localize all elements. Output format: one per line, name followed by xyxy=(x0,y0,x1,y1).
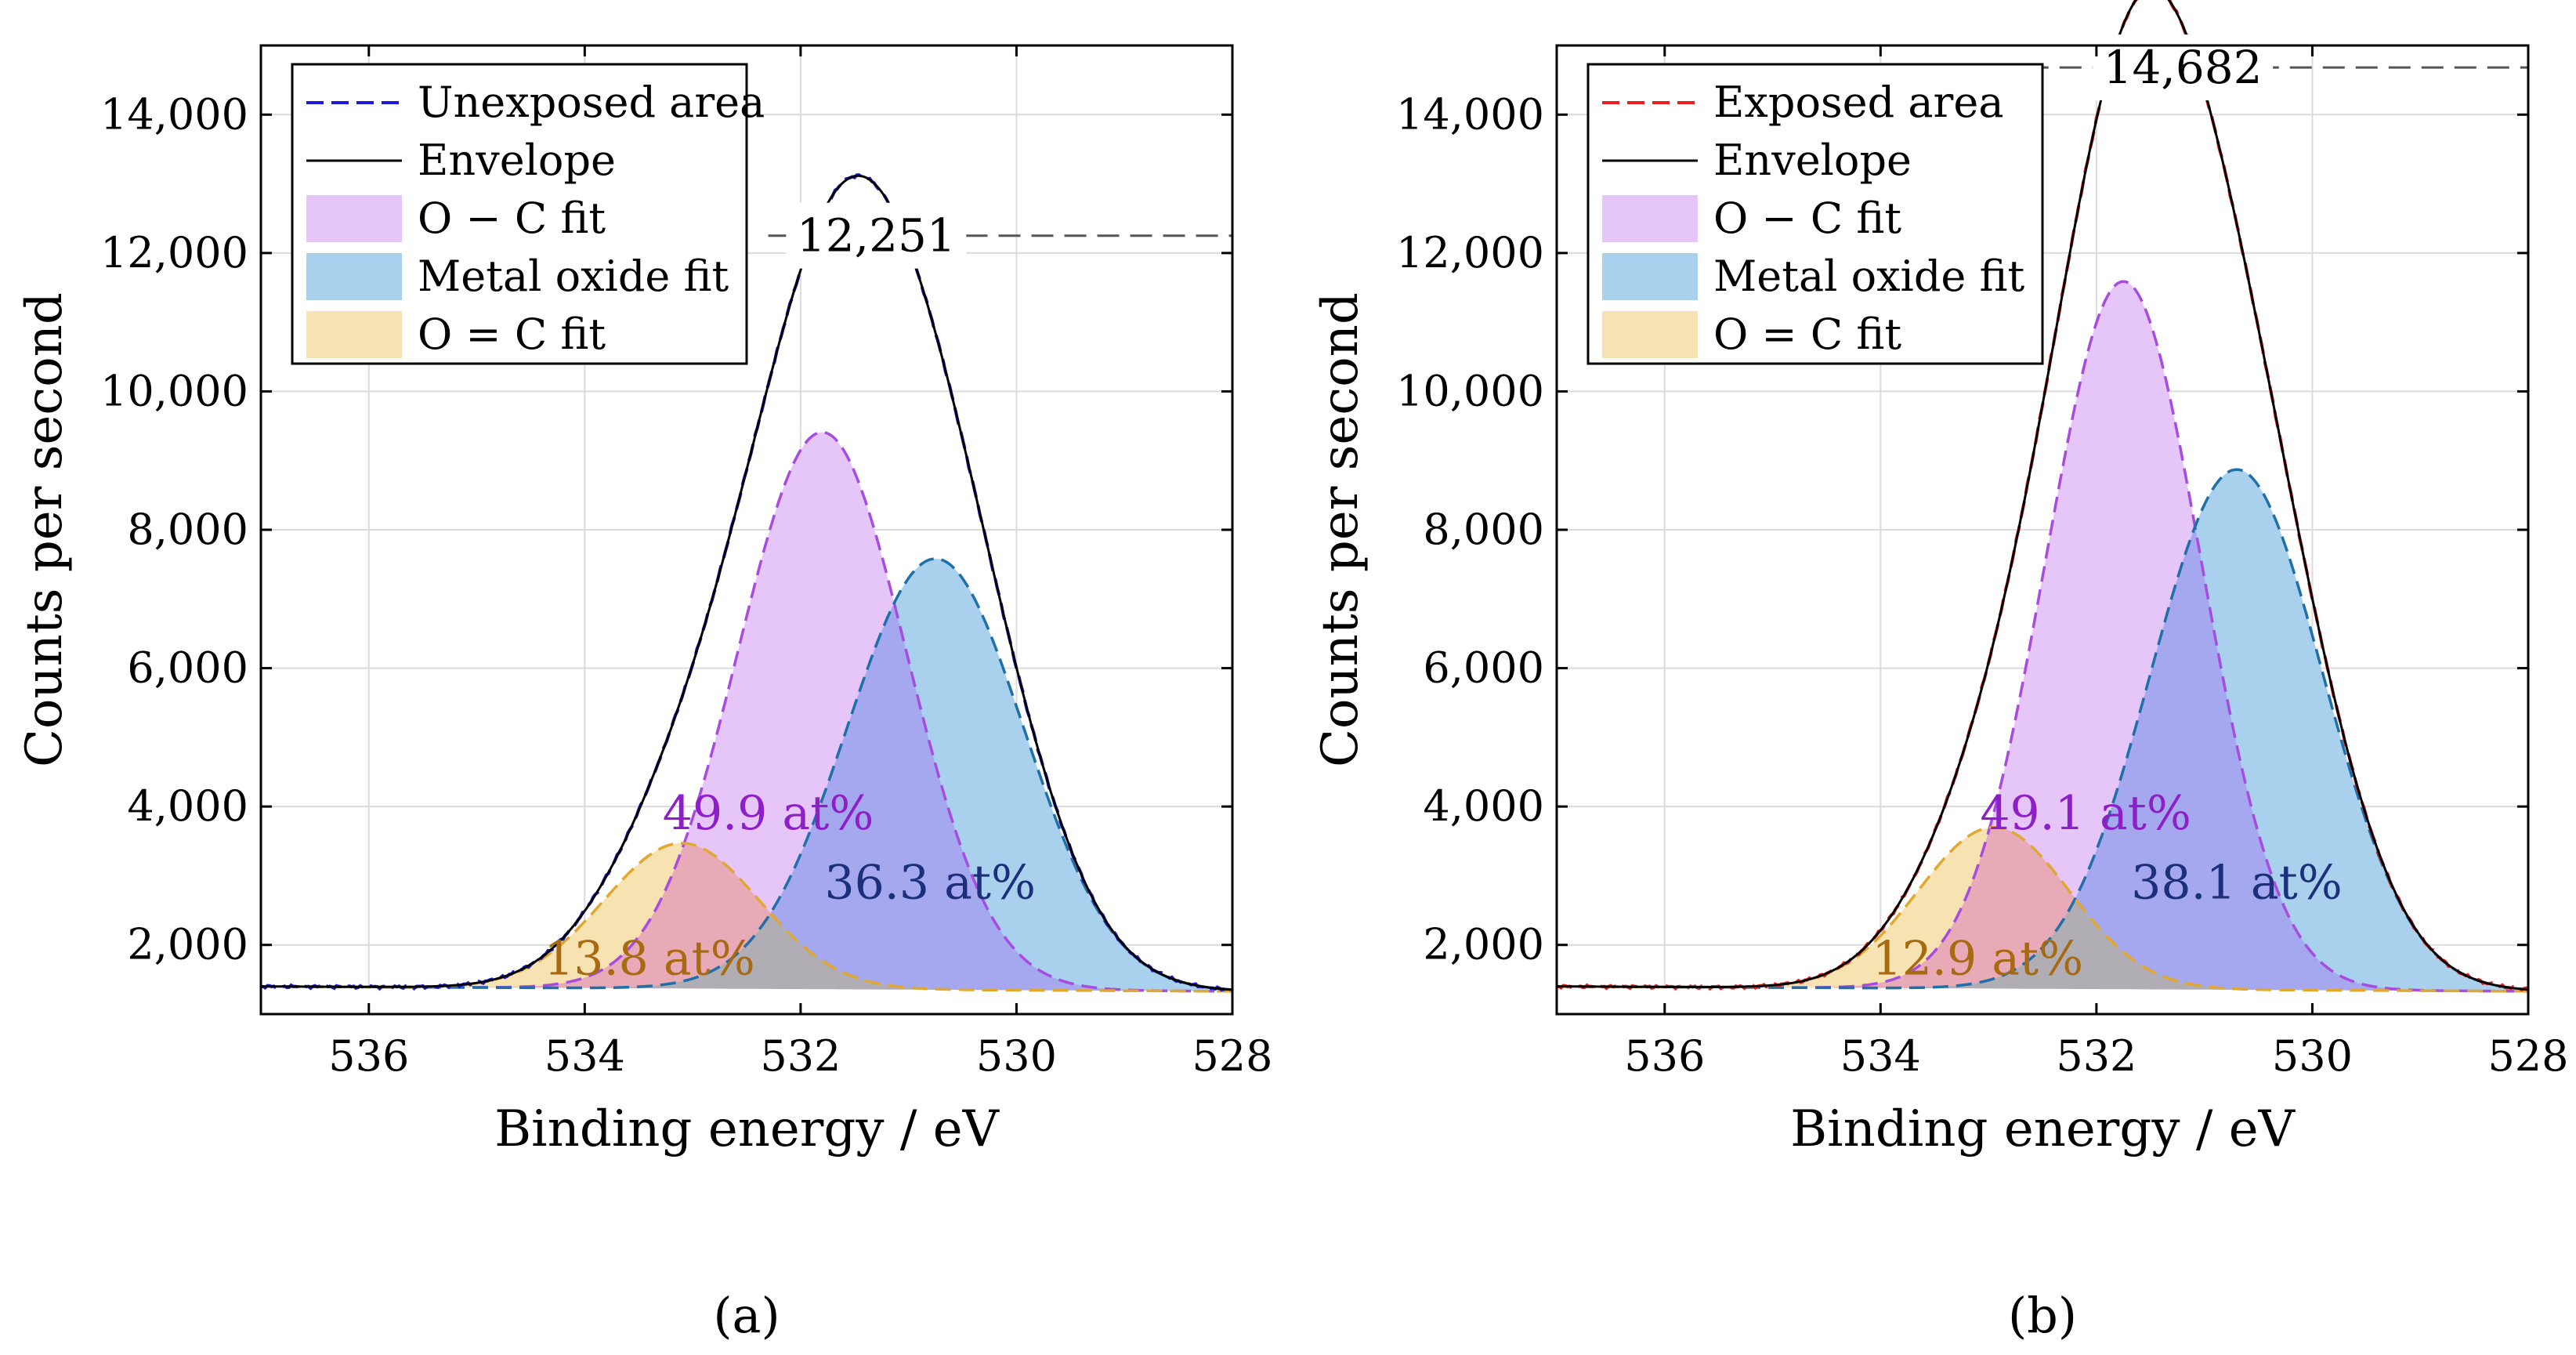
oc-fit-line xyxy=(261,430,1233,993)
baseline-floor xyxy=(261,986,1232,1014)
legend-swatch-oc xyxy=(1602,195,1698,242)
oc-fit-area xyxy=(1557,281,2528,991)
y-axis-ticks: 2,000 4,000 6,000 8,000 10,000 12,000 14,000 xyxy=(100,89,1232,969)
overlap-oeqc-metal-oxide xyxy=(1557,899,2528,991)
x-tick-label: 532 xyxy=(760,1031,841,1081)
panel-a: 12,251 49.9 at% 36.3 at% 13.8 at% 536 534… xyxy=(16,44,1273,1344)
peak-value-label: 14,682 xyxy=(2104,41,2263,94)
overlap-oeqc-oc xyxy=(1557,827,2528,991)
metal-oxide-percent-label: 36.3 at% xyxy=(824,855,1036,910)
y-tick-label: 14,000 xyxy=(100,89,248,139)
metal-oxide-fit-area xyxy=(261,559,1232,991)
x-tick-label: 532 xyxy=(2056,1031,2136,1081)
peak-value-label: 12,251 xyxy=(797,209,956,263)
legend: Exposed area Envelope O − C fit Metal ox… xyxy=(1586,63,2044,365)
y-tick-label: 4,000 xyxy=(127,781,248,831)
legend-entry-envelope: Envelope xyxy=(418,136,616,185)
metal-oxide-fit-line xyxy=(261,557,1233,991)
oc-fit-line xyxy=(1557,280,2528,993)
y-tick-label: 14,000 xyxy=(1396,89,1544,139)
y-tick-label: 8,000 xyxy=(127,505,248,554)
peak-value-box xyxy=(786,202,967,269)
x-tick-label: 530 xyxy=(2272,1031,2353,1081)
y-tick-label: 2,000 xyxy=(127,920,248,969)
legend-entry-oeqc: O = C fit xyxy=(1713,310,1901,359)
y-tick-label: 4,000 xyxy=(1423,781,1544,831)
baseline-floor xyxy=(1557,986,2528,1014)
legend-swatch-oeqc xyxy=(306,311,402,358)
y-axis-label: Counts per second xyxy=(16,292,74,767)
x-tick-label: 534 xyxy=(545,1031,625,1081)
x-tick-label: 534 xyxy=(1840,1031,1921,1081)
y-tick-label: 12,000 xyxy=(1396,228,1544,277)
oc-percent-label: 49.1 at% xyxy=(1980,786,2191,841)
y-tick-label: 10,000 xyxy=(100,366,248,415)
y-tick-label: 6,000 xyxy=(127,643,248,693)
legend-entry-oc: O − C fit xyxy=(418,194,606,243)
legend: Unexposed area Envelope O − C fit Metal … xyxy=(291,63,765,365)
y-tick-label: 6,000 xyxy=(1423,643,1544,693)
oc-fit-area xyxy=(261,432,1232,991)
oeqc-fit-line xyxy=(261,842,1232,993)
x-tick-label: 536 xyxy=(1624,1031,1705,1081)
x-axis-ticks: 536 534 532 530 528 xyxy=(328,45,1273,1081)
y-tick-label: 8,000 xyxy=(1423,505,1544,554)
legend-entry-oeqc: O = C fit xyxy=(418,310,606,359)
panel-b: 14,682 49.1 at% 38.1 at% 12.9 at% 536 534… xyxy=(1312,0,2569,1344)
x-axis-label: Binding energy / eV xyxy=(1790,1100,2296,1158)
panel-caption: (b) xyxy=(2008,1287,2077,1344)
component-lines xyxy=(1556,0,2530,993)
x-tick-label: 528 xyxy=(2487,1031,2568,1081)
oeqc-percent-label: 13.8 at% xyxy=(544,931,755,986)
y-axis-label: Counts per second xyxy=(1312,292,1369,767)
metal-oxide-percent-label: 38.1 at% xyxy=(2131,855,2343,910)
legend-swatch-oc xyxy=(306,195,402,242)
x-tick-label: 530 xyxy=(976,1031,1057,1081)
overlap-oeqc-oc xyxy=(261,843,1232,991)
y-tick-label: 2,000 xyxy=(1423,920,1544,969)
component-fills xyxy=(261,432,1232,1014)
legend-entry-oc: O − C fit xyxy=(1713,194,1901,243)
x-tick-label: 528 xyxy=(1192,1031,1272,1081)
oc-percent-label: 49.9 at% xyxy=(663,786,874,841)
legend-entry-measured: Exposed area xyxy=(1713,78,2004,127)
overlap-oeqc-metal-oxide xyxy=(261,913,1232,991)
legend-swatch-metal-oxide xyxy=(306,253,402,300)
legend-swatch-oeqc xyxy=(1602,311,1698,358)
legend-swatches xyxy=(1602,101,1698,358)
y-tick-label: 12,000 xyxy=(100,228,248,277)
legend-entry-metal-oxide: Metal oxide fit xyxy=(418,252,729,301)
component-lines xyxy=(260,173,1234,993)
oeqc-percent-label: 12.9 at% xyxy=(1872,931,2084,986)
x-tick-label: 536 xyxy=(328,1031,409,1081)
legend-entry-metal-oxide: Metal oxide fit xyxy=(1713,252,2025,301)
x-axis-ticks: 536 534 532 530 528 xyxy=(1624,45,2569,1081)
metal-oxide-fit-area xyxy=(1557,469,2528,991)
panel-caption: (a) xyxy=(713,1287,780,1344)
legend-entry-envelope: Envelope xyxy=(1713,136,1912,185)
metal-oxide-fit-line xyxy=(1557,468,2529,991)
y-axis-ticks: 2,000 4,000 6,000 8,000 10,000 12,000 14,000 xyxy=(1396,89,2528,969)
x-axis-label: Binding energy / eV xyxy=(494,1100,1000,1158)
envelope-line xyxy=(261,174,1233,991)
legend-entry-measured: Unexposed area xyxy=(418,78,765,127)
y-tick-label: 10,000 xyxy=(1396,366,1544,415)
legend-swatch-metal-oxide xyxy=(1602,253,1698,300)
component-fills xyxy=(1557,281,2528,1014)
legend-swatches xyxy=(306,101,402,358)
envelope-line xyxy=(1557,0,2529,991)
